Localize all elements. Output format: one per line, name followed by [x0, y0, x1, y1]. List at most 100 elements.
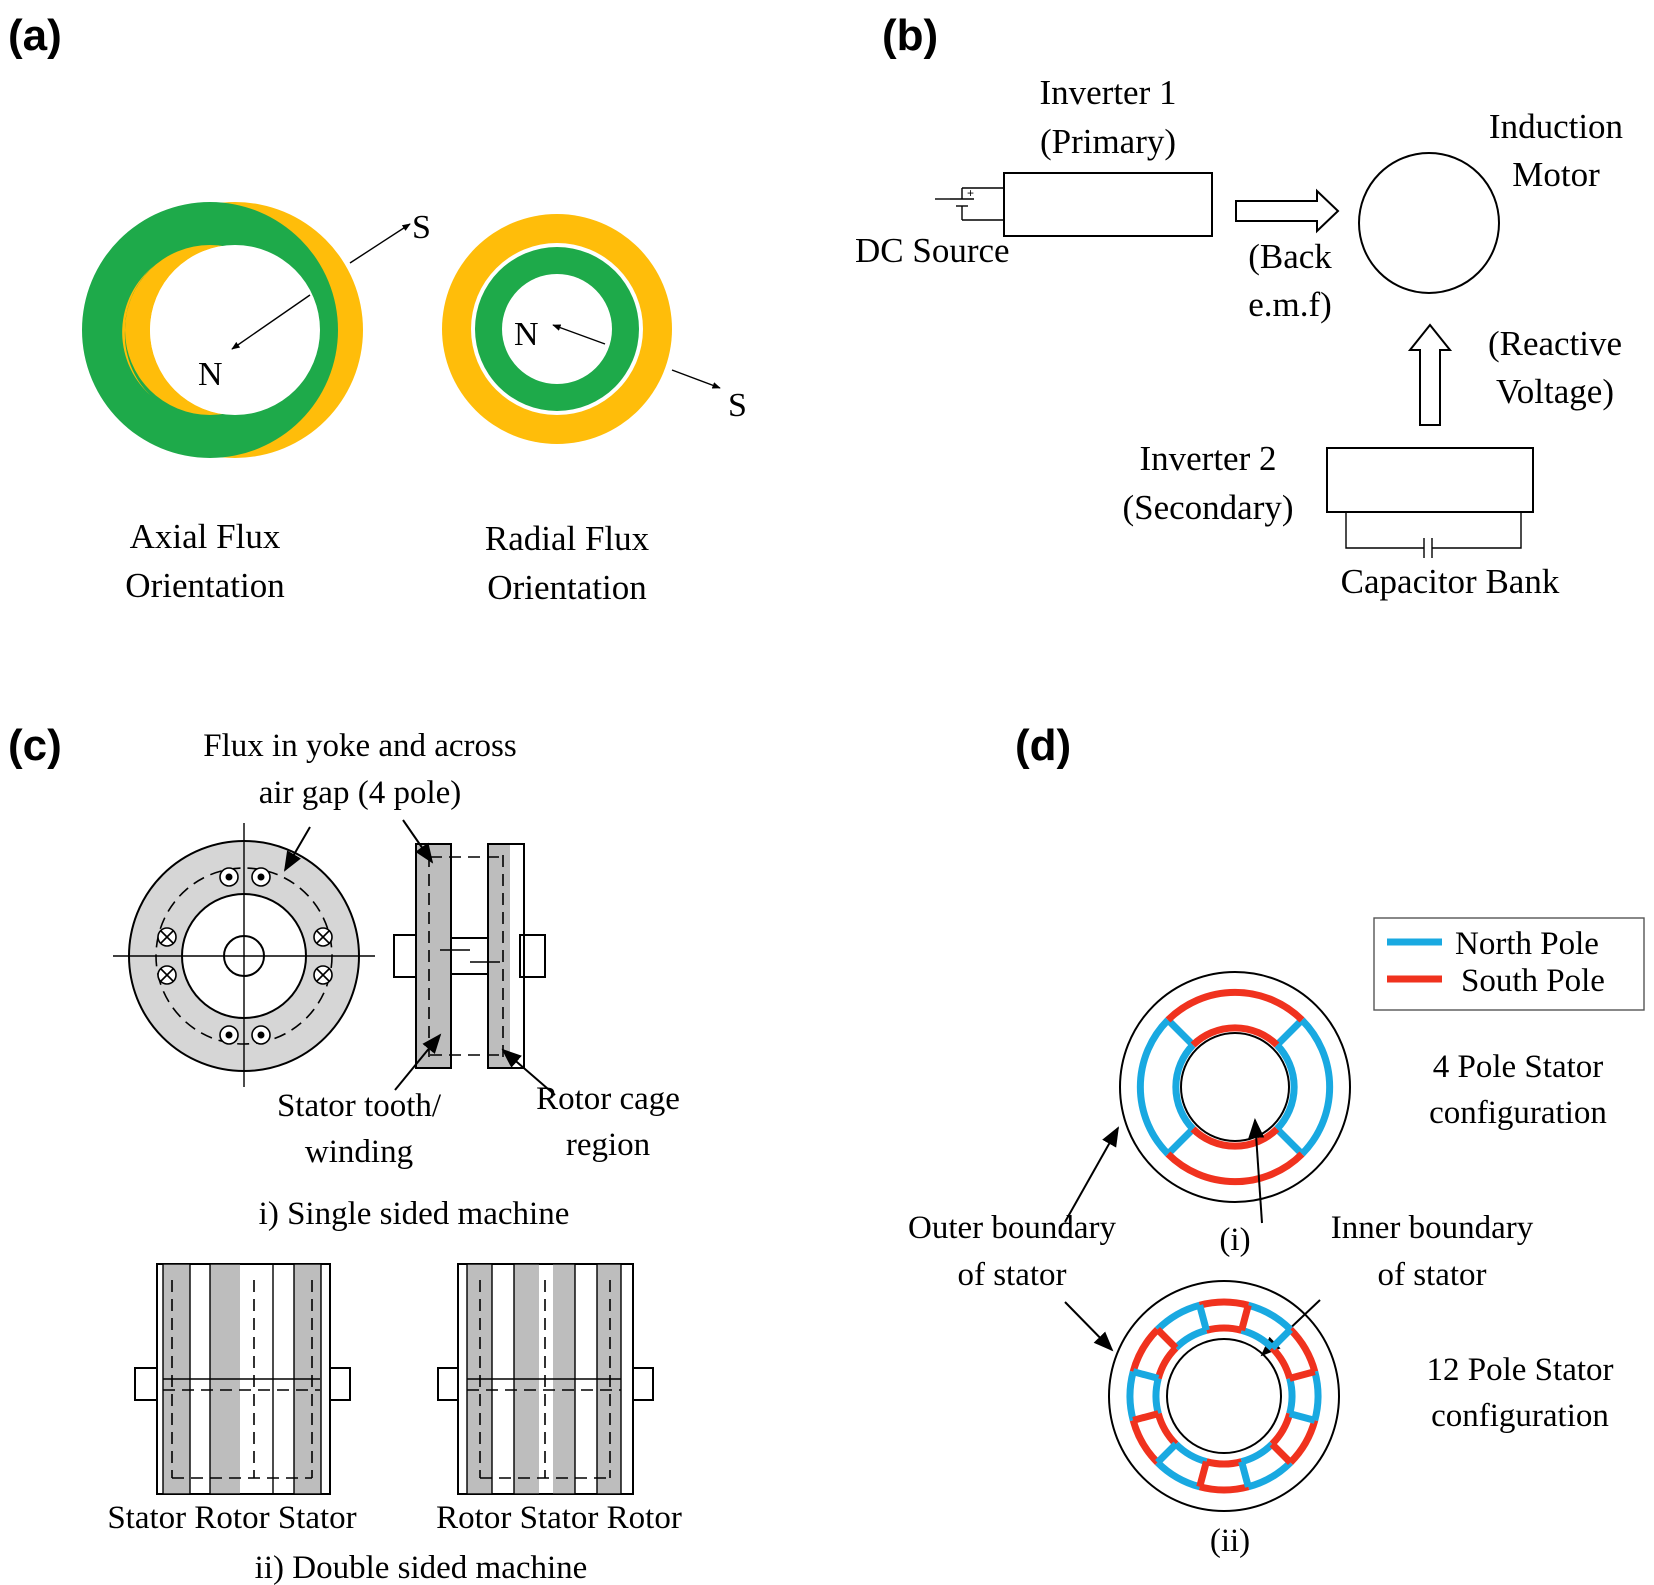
motor-label-line2: Motor	[1512, 155, 1600, 194]
pole-arc-south	[1129, 1412, 1179, 1465]
radial-flux-rings: N S	[442, 214, 747, 444]
dc-plus-sign: +	[967, 186, 974, 200]
machine-side-view	[393, 819, 556, 1096]
axial-arrow-s	[349, 223, 411, 264]
pole-spoke	[1196, 1304, 1210, 1332]
axial-yellow-crescent	[122, 265, 155, 395]
capacitor-symbol	[1345, 512, 1522, 558]
single-sided-caption: i) Single sided machine	[259, 1196, 570, 1232]
sub-ii-label: (ii)	[1210, 1523, 1250, 1559]
pole-arc-south	[1269, 1412, 1319, 1465]
twelve-pole-line2: configuration	[1431, 1398, 1609, 1434]
flux-pointer-arrow	[283, 826, 311, 872]
legend-north-label: North Pole	[1455, 926, 1599, 962]
pole-spoke	[1238, 1460, 1252, 1488]
legend-south-label: South Pole	[1461, 963, 1605, 999]
rotor-cage-arrow	[501, 1048, 556, 1096]
rotor-cage-line2: region	[566, 1127, 650, 1163]
pole-arc-south	[1269, 1327, 1319, 1380]
radial-arrow-n	[552, 324, 606, 345]
axial-n-label: N	[198, 356, 223, 393]
rotor-gray-band	[488, 844, 510, 1068]
pole-arc-north	[1155, 1441, 1208, 1491]
panel-c: (c) Flux in yoke and across air gap (4 p…	[8, 721, 682, 1585]
inverter1-line1: Inverter 1	[1039, 73, 1176, 112]
legend: North Pole South Pole	[1373, 917, 1645, 1011]
panel-b: (b) Inverter 1 (Primary) + DC Source (Ba…	[855, 11, 1623, 601]
double-sided-caption: ii) Double sided machine	[255, 1550, 588, 1585]
flux-label-line2: air gap (4 pole)	[259, 775, 462, 811]
inner-boundary-line1: Inner boundary	[1331, 1210, 1534, 1246]
stator-tooth-line2: winding	[305, 1134, 413, 1170]
pole-arc-north	[1286, 1370, 1322, 1422]
twelve-pole-line1: 12 Pole Stator	[1427, 1352, 1614, 1388]
inverter2-line2: (Secondary)	[1122, 488, 1293, 527]
twelve-pole-inner-boundary	[1166, 1338, 1282, 1454]
axial-title-line1: Axial Flux	[130, 517, 281, 556]
pole-spoke	[1288, 1410, 1316, 1424]
dc-source-symbol: +	[935, 186, 1004, 221]
flux-pointer-arrow-2	[402, 819, 434, 864]
axial-s-label: S	[412, 209, 431, 246]
legend-box	[1373, 917, 1645, 1011]
axial-title-line2: Orientation	[125, 566, 284, 605]
back-emf-arrow	[1235, 188, 1340, 234]
radial-title-line2: Orientation	[487, 568, 646, 607]
panel-c-label: (c)	[8, 721, 62, 770]
reactive-line2: Voltage)	[1496, 372, 1614, 411]
stator-tooth-arrow	[394, 1033, 442, 1091]
four-pole-line2: configuration	[1429, 1095, 1607, 1131]
pole-spoke	[1155, 1441, 1179, 1465]
pole-spoke	[1238, 1304, 1252, 1332]
panel-d: (d) North Pole South Pole	[908, 721, 1645, 1559]
back-emf-line2: e.m.f)	[1248, 285, 1332, 324]
pole-arc-south	[1198, 1458, 1250, 1494]
pole-spoke	[1196, 1460, 1210, 1488]
inverter1-box	[1003, 172, 1213, 237]
sub-i-label: (i)	[1219, 1222, 1250, 1258]
stator-tooth-line1: Stator tooth/	[277, 1088, 442, 1124]
pole-arc-north	[1240, 1301, 1293, 1351]
machine-front-view	[113, 823, 375, 1087]
twelve-pole-outer-boundary	[1108, 1280, 1340, 1512]
panel-a-label: (a)	[8, 11, 62, 60]
double-sided-srs	[134, 1263, 351, 1495]
pole-spoke	[1155, 1327, 1179, 1351]
pole-spoke	[1132, 1410, 1160, 1424]
cross-conductors	[157, 927, 333, 985]
reactive-line1: (Reactive	[1488, 324, 1622, 363]
four-pole-outer-boundary	[1119, 971, 1351, 1203]
pole-spoke	[1269, 1327, 1293, 1351]
capacitor-label: Capacitor Bank	[1341, 562, 1560, 601]
double-sided-rsr	[437, 1263, 654, 1495]
radial-arrow-s	[671, 369, 721, 389]
pole-arc-north	[1155, 1301, 1208, 1351]
inverter2-line1: Inverter 2	[1139, 439, 1276, 478]
flux-label-line1: Flux in yoke and across	[203, 728, 516, 764]
inverter1-line2: (Primary)	[1040, 122, 1176, 161]
axial-bore	[150, 245, 320, 415]
pole-arc-south	[1198, 1298, 1250, 1334]
inner-boundary-line2: of stator	[1377, 1257, 1486, 1293]
panel-d-label: (d)	[1015, 721, 1071, 770]
panel-a: (a) N S N S Axial Flux Orientation Radia…	[8, 11, 747, 607]
radial-title-line1: Radial Flux	[485, 519, 650, 558]
radial-n-label: N	[514, 316, 539, 353]
reactive-voltage-arrow	[1407, 323, 1453, 426]
rsr-caption: Rotor Stator Rotor	[436, 1500, 682, 1536]
inner-boundary-arrow-1	[1248, 1118, 1265, 1224]
dot-conductors	[219, 867, 271, 1045]
srs-caption: Stator Rotor Stator	[107, 1500, 356, 1536]
pole-spoke	[1269, 1441, 1293, 1465]
stator-gray-band	[416, 844, 451, 1068]
induction-motor-circle	[1358, 152, 1500, 294]
outer-boundary-line2: of stator	[957, 1257, 1066, 1293]
four-pole-stator	[1119, 971, 1351, 1203]
pole-spoke	[1132, 1368, 1160, 1382]
radial-s-label: S	[728, 387, 747, 424]
outer-boundary-line1: Outer boundary	[908, 1210, 1117, 1246]
axial-arrow-n	[231, 294, 311, 350]
dc-source-label: DC Source	[855, 231, 1010, 270]
back-emf-line1: (Back	[1248, 237, 1332, 276]
